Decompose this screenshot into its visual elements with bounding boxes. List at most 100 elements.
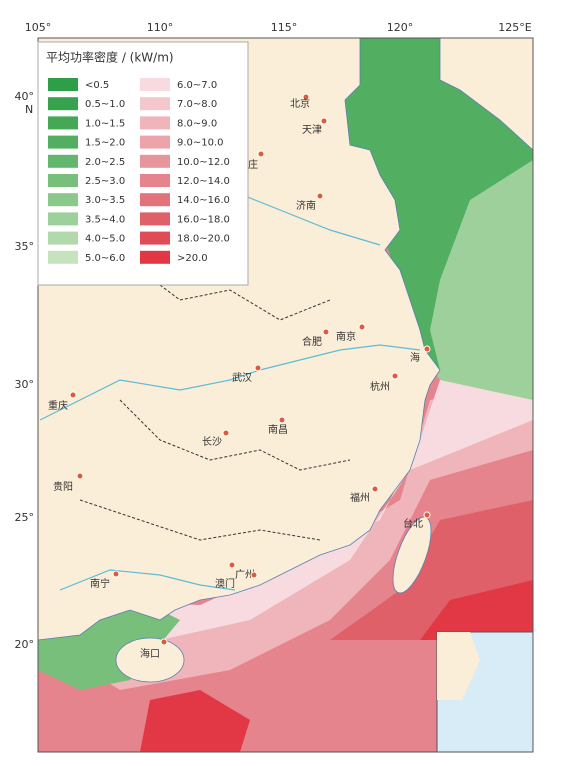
legend-swatch — [48, 174, 78, 187]
legend-label: 1.0~1.5 — [85, 118, 125, 129]
city-marker — [278, 416, 286, 424]
legend-label: 14.0~16.0 — [177, 195, 230, 206]
city-marker — [423, 345, 431, 353]
island — [115, 637, 185, 683]
border — [119, 399, 351, 471]
legend-swatch — [140, 212, 170, 226]
longitude-label: 105° — [25, 21, 52, 34]
borders — [79, 269, 351, 541]
legend-label: 7.0~8.0 — [177, 99, 217, 110]
latitude-label: 40° — [15, 90, 35, 103]
legend-swatch — [140, 250, 170, 264]
city-label: 南昌 — [268, 423, 288, 436]
city-label: 南宁 — [90, 577, 110, 590]
land — [439, 38, 533, 151]
city-marker — [112, 570, 120, 578]
city-marker — [316, 192, 324, 200]
legend-swatch — [140, 174, 170, 187]
legend-swatch — [140, 116, 170, 130]
sea-zone — [420, 580, 533, 640]
city-marker — [160, 638, 168, 646]
map-frame — [37, 37, 534, 753]
latitude-label: 25° — [15, 511, 35, 524]
dynamic: 105° 110° 115° 120° 125°E 40° 35° 30° 25° 20° <0.5… — [15, 21, 532, 660]
legend-label: 18.0~20.0 — [177, 234, 230, 245]
city-marker — [302, 93, 310, 101]
legend-label: 12.0~14.0 — [177, 176, 230, 187]
city-marker — [358, 323, 366, 331]
border — [139, 269, 331, 321]
latitude-label: 30° — [15, 378, 35, 391]
city-marker — [320, 117, 328, 125]
legend-label: >20.0 — [177, 253, 208, 264]
legend-swatch — [48, 250, 78, 264]
north-label: N — [25, 103, 33, 116]
city-label: 广州 — [235, 569, 255, 581]
city-marker — [222, 429, 230, 437]
legend-label: 8.0~9.0 — [177, 118, 217, 129]
city-label: 武汉 — [232, 371, 252, 384]
city-marker — [69, 391, 77, 399]
legend-label: 1.5~2.0 — [85, 138, 125, 149]
city-label: 长沙 — [202, 436, 222, 448]
city-marker — [371, 485, 379, 493]
legend-label: 3.0~3.5 — [85, 195, 125, 206]
legend-label: 5.0~6.0 — [85, 253, 125, 264]
city-marker — [228, 561, 236, 569]
sea-zone — [140, 690, 250, 752]
legend-label: 0.5~1.0 — [85, 99, 125, 110]
city-label: 贵阳 — [53, 480, 73, 493]
legend-label: 6.0~7.0 — [177, 80, 217, 91]
city-label: 海口 — [140, 647, 160, 660]
legend-swatch — [140, 154, 170, 168]
city-marker — [76, 472, 84, 480]
legend-swatch — [48, 193, 78, 207]
city-label: 南京 — [336, 330, 356, 343]
latitude-label: 35° — [15, 240, 35, 253]
city-marker — [257, 150, 265, 158]
legend-label: 4.0~5.0 — [85, 234, 125, 245]
legend-swatch — [48, 97, 78, 111]
legend-label: 3.5~4.0 — [85, 214, 125, 225]
legend-swatch — [140, 78, 170, 91]
legend-swatch — [140, 193, 170, 207]
legend-swatch — [140, 135, 170, 149]
legend-label: 2.0~2.5 — [85, 157, 125, 168]
city-marker — [322, 328, 330, 336]
city-marker — [391, 372, 399, 380]
legend-swatch — [48, 135, 78, 149]
longitude-label: 120° — [387, 21, 414, 34]
river — [39, 344, 421, 421]
legend-label: 16.0~18.0 — [177, 214, 230, 225]
legend-swatch — [140, 97, 170, 111]
city-label: 合肥 — [302, 335, 322, 348]
border — [79, 499, 321, 541]
latitude-label: 20° — [15, 638, 35, 651]
city-label: 天津 — [302, 124, 322, 136]
inset-land — [437, 632, 480, 700]
city-label: 庄 — [248, 158, 258, 171]
city-label: 澳门 — [215, 577, 235, 590]
legend-label: 10.0~12.0 — [177, 157, 230, 168]
city-marker — [254, 364, 262, 372]
legend-title: 平均功率密度 / (kW/m) — [46, 50, 174, 65]
city-marker — [423, 511, 431, 519]
city-label: 福州 — [350, 491, 370, 504]
city-label: 北京 — [290, 97, 310, 110]
longitude-label: 125°E — [498, 21, 531, 34]
legend-swatch — [140, 231, 170, 245]
legend-swatch — [48, 116, 78, 130]
river — [59, 569, 236, 591]
legend-swatch — [48, 154, 78, 168]
legend-label: <0.5 — [85, 80, 109, 91]
legend-swatch — [48, 212, 78, 226]
city-marker — [250, 571, 258, 579]
legend-label: 2.5~3.0 — [85, 176, 125, 187]
legend-label: 9.0~10.0 — [177, 138, 224, 149]
city-label: 济南 — [296, 199, 316, 212]
city-label: 海 — [410, 351, 420, 364]
longitude-label: 110° — [147, 21, 174, 34]
city-label: 杭州 — [370, 380, 390, 393]
sea-zone — [345, 38, 533, 370]
legend-swatch — [48, 78, 78, 91]
